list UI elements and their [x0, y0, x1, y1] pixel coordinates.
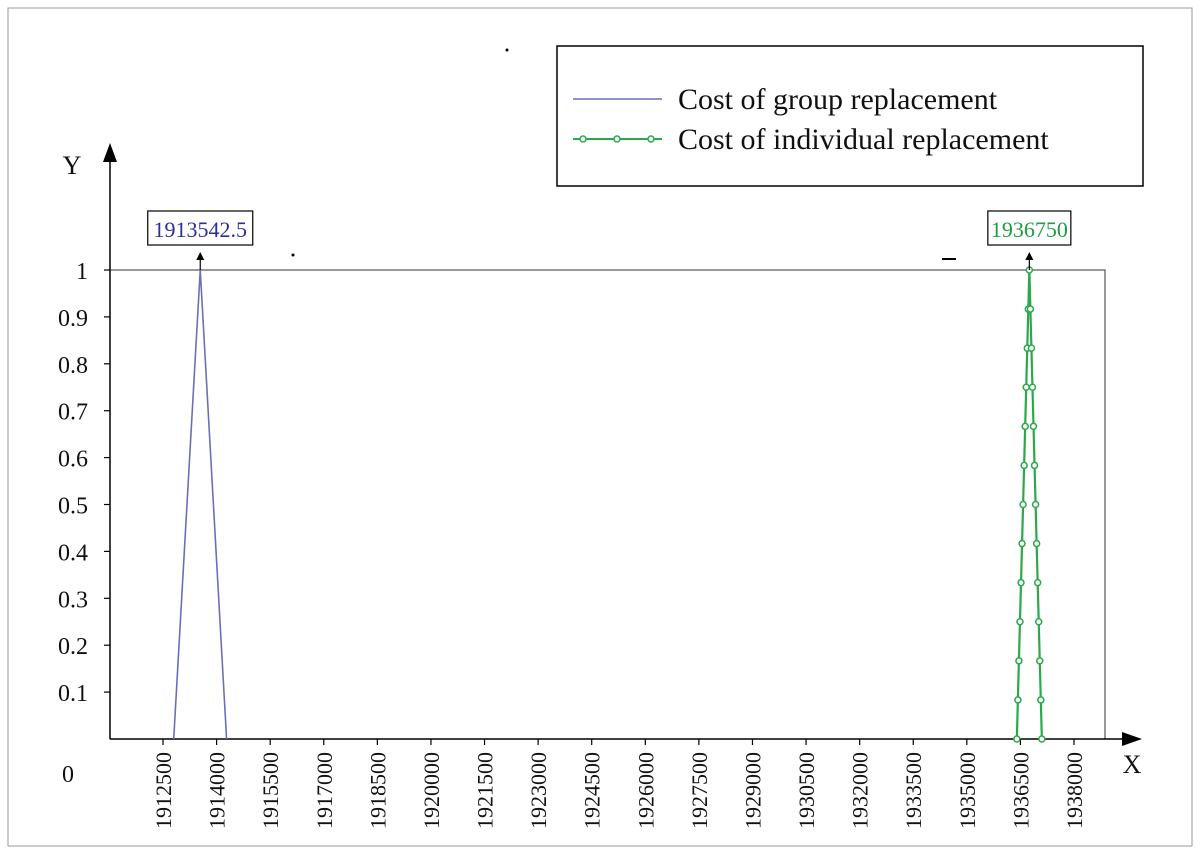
x-tick-label: 1918500 — [365, 752, 390, 829]
data-point — [1018, 539, 1026, 548]
data-point — [1026, 305, 1035, 313]
y-tick-label: 1 — [76, 259, 88, 285]
legend-marker-individual — [647, 135, 655, 143]
data-point — [1021, 422, 1029, 431]
annotation-layer: 1913542.5 1936750 — [147, 210, 1072, 270]
x-tick-label: 1929000 — [740, 752, 765, 829]
y-tick-label: 0.9 — [58, 306, 88, 332]
data-point — [1028, 383, 1037, 391]
annotation-arrow-head — [1025, 252, 1034, 260]
x-tick-label: 1938000 — [1062, 752, 1087, 829]
x-tick-label: 1912500 — [151, 752, 176, 829]
x-tick-label: 1923000 — [526, 752, 551, 829]
x-tick-label: 1917000 — [312, 752, 337, 829]
y-tick-label: 0.3 — [58, 587, 88, 613]
x-tick-label: 1920000 — [419, 752, 444, 829]
x-tick-label: 1926000 — [633, 752, 658, 829]
x-tick-label: 1935000 — [955, 752, 980, 829]
data-point — [1015, 657, 1023, 665]
y-ticks: 0.1 0.2 0.3 0.4 0.5 0.6 0.7 0.8 0.9 1 — [58, 259, 110, 707]
legend-label-group: Cost of group replacement — [678, 83, 998, 116]
data-point — [1020, 461, 1028, 470]
x-axis-arrow — [1122, 732, 1142, 746]
x-tick-label: 1930500 — [794, 752, 819, 829]
y-tick-label: 0.2 — [58, 634, 88, 660]
y-tick-label: 0.5 — [58, 494, 88, 520]
x-tick-label: 1924500 — [580, 752, 605, 829]
annotation-label: 1936750 — [991, 217, 1068, 242]
legend-label-individual: Cost of individual replacement — [678, 123, 1049, 156]
annotation-label: 1913542.5 — [153, 217, 247, 242]
data-point — [1027, 344, 1036, 352]
x-axis-title: X — [1123, 750, 1142, 779]
data-point — [1037, 696, 1045, 704]
x-tick-label: 1932000 — [848, 752, 873, 829]
origin-label: 0 — [62, 762, 74, 788]
data-point — [1030, 461, 1039, 470]
data-point — [1019, 500, 1027, 509]
stray-dot — [291, 253, 295, 257]
data-point — [1031, 500, 1040, 509]
legend-marker-individual — [613, 135, 621, 143]
annotation-box — [147, 210, 254, 246]
y-tick-label: 0.6 — [58, 447, 88, 473]
y-tick-label: 0.7 — [58, 400, 88, 426]
y-axis-arrow — [103, 143, 117, 162]
x-tick-label: 1915500 — [258, 752, 283, 829]
x-ticks: 1912500 1914000 1915500 1917000 1918500 19200… — [151, 739, 1087, 829]
data-point — [1013, 735, 1021, 743]
x-tick-label: 1921500 — [473, 752, 498, 829]
y-tick-label: 0.4 — [58, 540, 88, 566]
data-point — [1033, 578, 1042, 587]
data-point — [1016, 618, 1024, 626]
y-tick-label: 0.1 — [58, 681, 88, 707]
series-layer — [172, 266, 1046, 743]
legend-box — [556, 45, 1144, 187]
data-point — [1022, 383, 1030, 391]
x-tick-label: 1914000 — [205, 752, 230, 829]
data-point — [1034, 618, 1043, 626]
legend-marker-individual — [579, 135, 587, 143]
data-point — [1014, 696, 1022, 704]
annotation-arrow-head — [196, 252, 205, 260]
stray-dot — [505, 48, 509, 52]
data-point — [1032, 539, 1041, 548]
y-tick-label: 0.8 — [58, 353, 88, 379]
data-point — [1029, 422, 1038, 431]
legend: Cost of group replacement Cost of indivi… — [556, 45, 1144, 187]
annotation-box — [987, 210, 1072, 246]
x-tick-label: 1927500 — [687, 752, 712, 829]
data-point — [1038, 735, 1046, 743]
data-point — [1017, 578, 1025, 587]
x-tick-label: 1933500 — [901, 752, 926, 829]
x-tick-label: 1936500 — [1008, 752, 1033, 829]
data-point — [1036, 657, 1044, 665]
y-axis-title: Y — [63, 151, 82, 180]
